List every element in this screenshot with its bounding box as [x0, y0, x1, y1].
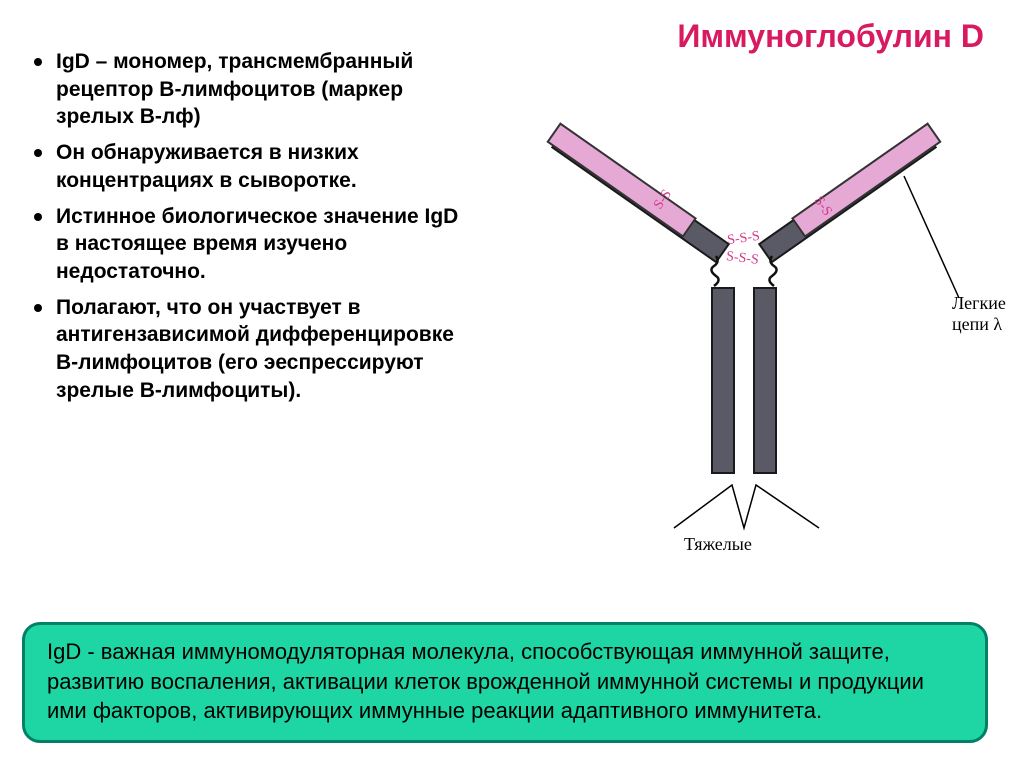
- slide: Иммуноглобулин D IgD – мономер, трансмем…: [0, 0, 1024, 767]
- antibody-svg: S-S-S S-S-S S-S S-S: [484, 58, 1024, 578]
- light-chain-label: Легкиецепи λ: [952, 293, 1006, 334]
- bullet-item: IgD – мономер, трансмембранный рецептор …: [30, 48, 470, 131]
- page-title: Иммуноглобулин D: [677, 18, 984, 55]
- heavy-chain-label: Тяжелые: [684, 534, 752, 555]
- bullet-list: IgD – мономер, трансмембранный рецептор …: [30, 48, 470, 413]
- bullet-item: Он обнаруживается в низких концентрациях…: [30, 139, 470, 194]
- bullet-item: Полагают, что он участвует в антигензави…: [30, 294, 470, 405]
- summary-box: IgD - важная иммуномодуляторная молекула…: [22, 622, 988, 743]
- bullet-item: Истинное биологическое значение IgD в на…: [30, 203, 470, 286]
- ss-bond: S-S-S: [725, 249, 759, 268]
- igd-diagram: S-S-S S-S-S S-S S-S Легкиецепи λ Тяжелые: [484, 58, 1024, 578]
- ss-bond: S-S-S: [726, 229, 760, 248]
- summary-text: IgD - важная иммуномодуляторная молекула…: [47, 639, 924, 723]
